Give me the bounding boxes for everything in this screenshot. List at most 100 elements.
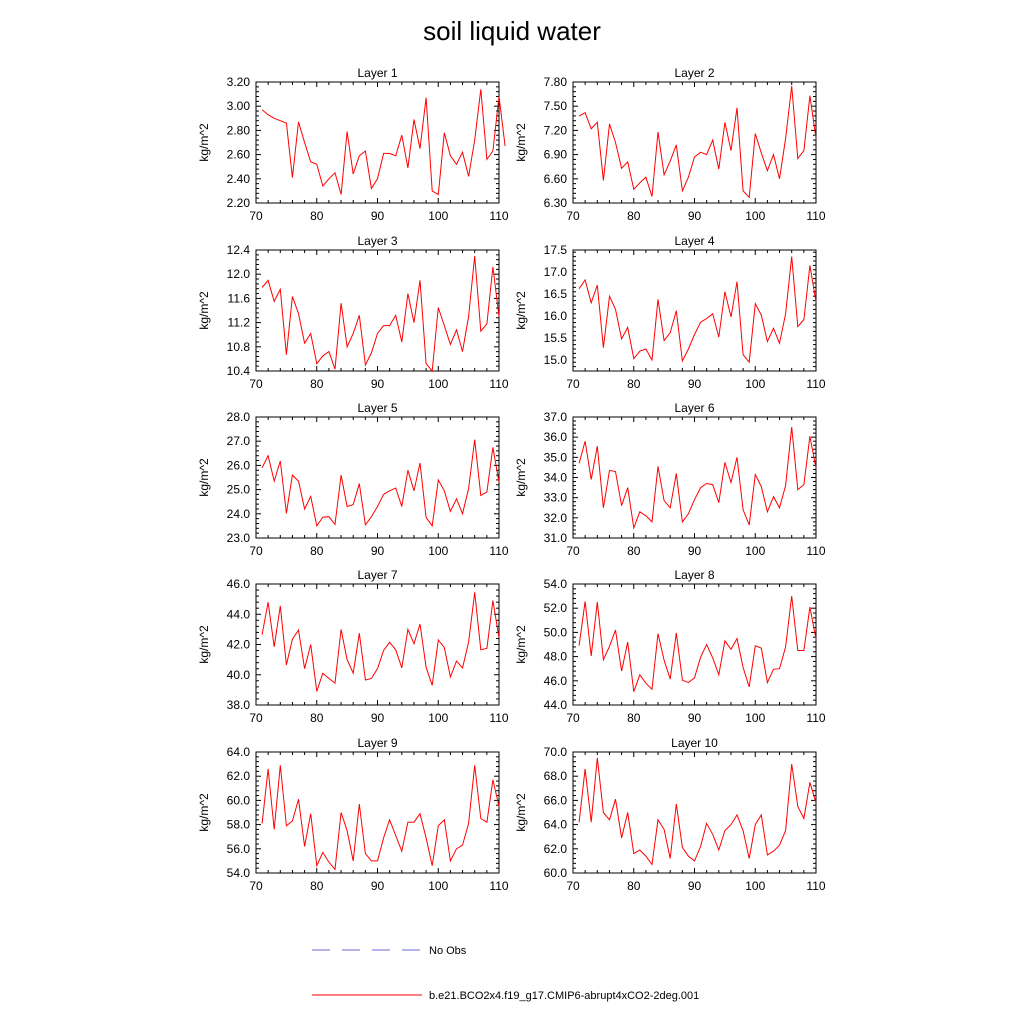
- x-tick-label: 110: [489, 544, 508, 558]
- y-tick-label: 17.5: [544, 243, 568, 257]
- y-tick-label: 50.0: [544, 625, 568, 639]
- x-tick-label: 110: [489, 879, 508, 893]
- y-tick-label: 16.5: [544, 287, 568, 301]
- y-tick-label: 35.0: [544, 450, 568, 464]
- y-tick-label: 2.60: [227, 148, 251, 162]
- x-tick-label: 90: [371, 544, 385, 558]
- y-axis-label: kg/m^2: [514, 123, 528, 162]
- x-tick-label: 90: [688, 711, 702, 725]
- x-tick-label: 90: [688, 209, 702, 223]
- x-tick-label: 80: [627, 544, 641, 558]
- y-tick-label: 46.0: [227, 577, 251, 591]
- x-tick-label: 70: [566, 209, 580, 223]
- y-tick-label: 60.0: [544, 866, 568, 880]
- y-tick-label: 6.60: [544, 172, 568, 186]
- y-tick-label: 12.0: [227, 267, 251, 281]
- chart-panel: Layer 8 kg/m^2 70 80 90 100 110 44.0 46.0 48.0 50.…: [514, 568, 826, 725]
- x-tick-label: 80: [310, 209, 324, 223]
- y-tick-label: 32.0: [544, 511, 568, 525]
- x-tick-label: 100: [428, 544, 448, 558]
- y-tick-label: 68.0: [544, 769, 568, 783]
- y-tick-label: 2.40: [227, 172, 251, 186]
- panel-title: Layer 6: [674, 401, 714, 415]
- y-tick-label: 70.0: [544, 745, 568, 759]
- y-tick-label: 38.0: [227, 698, 251, 712]
- x-tick-label: 70: [249, 711, 263, 725]
- x-tick-label: 90: [688, 544, 702, 558]
- model-series-line: [578, 256, 817, 364]
- y-axis-label: kg/m^2: [197, 123, 211, 162]
- y-tick-label: 36.0: [544, 430, 568, 444]
- panel-title: Layer 10: [671, 736, 718, 750]
- model-series-line: [578, 85, 817, 199]
- y-tick-label: 54.0: [544, 577, 568, 591]
- panel-title: Layer 3: [357, 234, 397, 248]
- y-tick-label: 31.0: [544, 531, 568, 545]
- x-tick-label: 90: [371, 711, 385, 725]
- y-tick-label: 12.4: [227, 243, 251, 257]
- y-tick-label: 6.90: [544, 148, 568, 162]
- y-tick-label: 37.0: [544, 410, 568, 424]
- x-tick-label: 100: [745, 377, 765, 391]
- x-tick-label: 90: [688, 377, 702, 391]
- panel-grid: Layer 1 kg/m^2 70 80 90 100 110 2.20 2.40 2.60 2.8…: [197, 66, 826, 893]
- chart-panel: Layer 10 kg/m^2 70 80 90 100 110 60.0 62.0 64.0 66…: [514, 736, 826, 893]
- panel-title: Layer 1: [357, 66, 397, 80]
- y-tick-label: 28.0: [227, 410, 251, 424]
- panel-title: Layer 7: [357, 568, 397, 582]
- y-tick-label: 17.0: [544, 265, 568, 279]
- y-tick-label: 64.0: [227, 745, 251, 759]
- y-axis-label: kg/m^2: [197, 458, 211, 497]
- x-tick-label: 80: [310, 377, 324, 391]
- y-tick-label: 60.0: [227, 793, 251, 807]
- x-tick-label: 100: [745, 544, 765, 558]
- y-axis-label: kg/m^2: [197, 793, 211, 832]
- plot-frame: [572, 81, 817, 204]
- y-tick-label: 7.50: [544, 99, 568, 113]
- plot-frame: [572, 249, 817, 372]
- x-tick-label: 100: [745, 209, 765, 223]
- panel-title: Layer 8: [674, 568, 714, 582]
- legend: No Obs b.e21.BCO2x4.f19_g17.CMIP6-abrupt…: [312, 945, 699, 1002]
- x-tick-label: 110: [489, 377, 508, 391]
- y-axis-label: kg/m^2: [514, 291, 528, 330]
- plot-frame: [572, 583, 817, 706]
- x-tick-label: 70: [566, 879, 580, 893]
- x-tick-label: 110: [489, 711, 508, 725]
- y-tick-label: 52.0: [544, 601, 568, 615]
- chart-panel: Layer 7 kg/m^2 70 80 90 100 110 38.0 40.0 42.0 44.…: [197, 568, 509, 725]
- y-tick-label: 7.20: [544, 123, 568, 137]
- x-tick-label: 110: [806, 209, 825, 223]
- y-tick-label: 44.0: [227, 607, 251, 621]
- chart-main-title: soil liquid water: [423, 16, 601, 46]
- y-tick-label: 62.0: [227, 769, 251, 783]
- y-tick-label: 66.0: [544, 793, 568, 807]
- plot-frame: [255, 81, 500, 204]
- y-tick-label: 33.0: [544, 491, 568, 505]
- plot-frame: [255, 751, 500, 874]
- model-series-line: [261, 592, 500, 692]
- model-series-line: [578, 757, 817, 866]
- y-tick-label: 54.0: [227, 866, 251, 880]
- y-tick-label: 16.0: [544, 309, 568, 323]
- y-tick-label: 2.80: [227, 123, 251, 137]
- y-tick-label: 44.0: [544, 698, 568, 712]
- y-tick-label: 25.0: [227, 483, 251, 497]
- y-tick-label: 58.0: [227, 818, 251, 832]
- x-tick-label: 110: [806, 544, 825, 558]
- panel-title: Layer 2: [674, 66, 714, 80]
- x-tick-label: 70: [249, 209, 263, 223]
- x-tick-label: 80: [310, 544, 324, 558]
- x-tick-label: 90: [371, 879, 385, 893]
- panel-title: Layer 5: [357, 401, 397, 415]
- y-tick-label: 10.4: [227, 364, 251, 378]
- x-tick-label: 80: [627, 377, 641, 391]
- model-series-line: [261, 439, 500, 528]
- model-series-line: [261, 255, 500, 373]
- plot-frame: [572, 751, 817, 874]
- model-series-line: [578, 596, 817, 692]
- legend-model-label: b.e21.BCO2x4.f19_g17.CMIP6-abrupt4xCO2-2…: [429, 990, 699, 1002]
- y-tick-label: 64.0: [544, 818, 568, 832]
- y-tick-label: 11.2: [228, 316, 251, 330]
